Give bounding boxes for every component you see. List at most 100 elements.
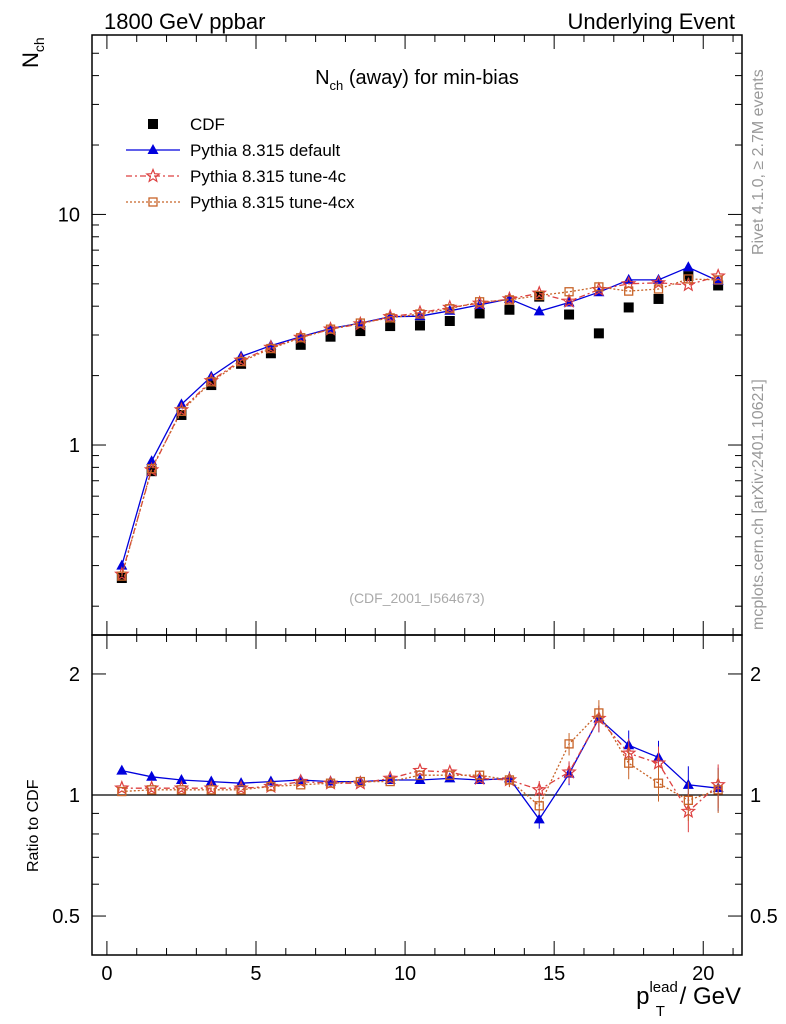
series-2-point — [680, 276, 697, 292]
title-rest: (away) for min-bias — [343, 67, 519, 89]
series-2-point — [501, 290, 518, 306]
series-0-point — [713, 280, 724, 291]
series-3-ratio-group — [117, 700, 723, 822]
plot-title: Nch (away) for min-bias — [315, 67, 519, 93]
series-3-point — [296, 333, 306, 343]
ratio-y-tick-label-right: 1 — [750, 785, 761, 807]
series-2-ratio-point — [561, 763, 577, 779]
series-3-point — [504, 295, 515, 305]
series-3-ratio-point — [236, 785, 246, 795]
series-1-ratio-point — [116, 764, 128, 775]
series-3-ratio-point — [504, 775, 515, 785]
series-3-ratio-point — [266, 781, 276, 792]
series-3-point — [117, 571, 127, 581]
title-sub: ch — [330, 78, 344, 93]
x-tick-label: 15 — [543, 963, 565, 985]
series-2-ratio-point — [233, 779, 249, 795]
series-3-ratio-point — [653, 778, 664, 788]
y-label-main: N — [18, 52, 43, 68]
series-0-point — [444, 316, 455, 327]
legend-label: CDF — [190, 115, 225, 134]
ratio-axis-ticks: 0.5 0.5 1 1 2 2 — [52, 664, 778, 956]
series-0-point — [295, 339, 306, 350]
series-0-point — [504, 304, 515, 315]
x-label-rest: / GeV — [673, 983, 741, 1010]
series-1-point — [682, 261, 694, 272]
y-tick-label: 10 — [58, 204, 80, 226]
x-tick-label: 10 — [394, 963, 416, 985]
series-3-point — [146, 463, 157, 474]
legend-label: Pythia 8.315 tune-4c — [190, 167, 346, 186]
series-3-ratio-point — [445, 770, 455, 780]
series-3-ratio-point — [385, 776, 395, 787]
series-3-point — [474, 297, 485, 307]
series-3-ratio-point — [355, 776, 365, 787]
series-3-ratio-point — [713, 785, 723, 795]
series-2-point — [710, 267, 726, 283]
ratio-y-axis-label: Ratio to CDF — [25, 779, 42, 872]
series-3-point — [534, 290, 544, 301]
series-3-point — [653, 284, 664, 294]
y-tick-label: 1 — [69, 435, 80, 457]
series-2-point — [322, 321, 339, 336]
legend-marker — [147, 144, 159, 154]
series-1-ratio-point — [146, 770, 158, 781]
series-0-point — [385, 321, 396, 332]
series-2-ratio-point — [203, 779, 220, 795]
series-2-point — [263, 339, 279, 355]
x-axis-label: plead T / GeV — [636, 979, 741, 1020]
series-3-ratio-point — [296, 780, 306, 790]
ratio-y-tick-label-right: 0.5 — [750, 906, 778, 928]
x-label-p: p — [636, 983, 649, 1010]
main-series-layer — [114, 261, 726, 584]
series-0-point — [683, 271, 694, 282]
y-label-sub: ch — [31, 37, 47, 52]
series-0-point — [265, 348, 276, 359]
legend-marker — [148, 119, 158, 129]
legend-label: Pythia 8.315 default — [190, 141, 341, 160]
series-2-point — [412, 304, 428, 320]
series-3-ratio-point — [594, 708, 604, 718]
series-0-group — [116, 271, 724, 584]
y-axis-label: Nch — [18, 37, 47, 68]
legend-label: Pythia 8.315 tune-4cx — [190, 193, 355, 212]
series-2-ratio-point — [412, 762, 428, 778]
series-3-ratio-point — [176, 785, 187, 795]
series-2-ratio-point — [531, 781, 548, 797]
series-2-ratio-point — [143, 779, 160, 795]
x-tick-label: 0 — [101, 963, 112, 985]
legend: CDF Pythia 8.315 default Pythia 8.315 tune… — [126, 115, 355, 212]
series-3-point — [385, 313, 395, 323]
series-2-ratio-point — [471, 770, 488, 785]
analysis-tag: (CDF_2001_I564673) — [349, 590, 484, 606]
series-2-group — [114, 267, 726, 581]
series-3-point — [594, 282, 604, 292]
series-3-point — [236, 356, 246, 367]
series-2-point — [650, 274, 667, 290]
x-label-sub: T — [656, 1003, 665, 1020]
series-3-ratio-point — [415, 770, 425, 780]
legend-marker — [148, 197, 158, 207]
series-3-ratio-point — [325, 778, 336, 788]
series-3-point — [713, 275, 723, 285]
ratio-y-tick-label: 0.5 — [52, 906, 80, 928]
series-1-point — [653, 273, 665, 284]
series-3-point — [415, 309, 425, 319]
header-left: 1800 GeV ppbar — [104, 9, 265, 34]
series-0-point — [653, 293, 664, 304]
series-1-ratio-point — [533, 813, 545, 824]
x-tick-label: 20 — [692, 963, 714, 985]
rivet-label: Rivet 4.1.0, ≥ 2.7M events — [750, 69, 767, 255]
series-3-point — [266, 343, 276, 354]
title-main: N — [315, 67, 329, 89]
series-2-ratio-line — [121, 717, 719, 813]
header-right: Underlying Event — [567, 9, 735, 34]
ratio-y-tick-label-right: 2 — [750, 664, 761, 686]
x-label-sup: lead — [649, 979, 677, 996]
series-2-ratio-group — [114, 705, 726, 833]
series-3-point — [564, 287, 574, 297]
series-0-point — [116, 573, 127, 584]
series-3-point — [683, 274, 693, 284]
series-1-point — [533, 305, 545, 316]
